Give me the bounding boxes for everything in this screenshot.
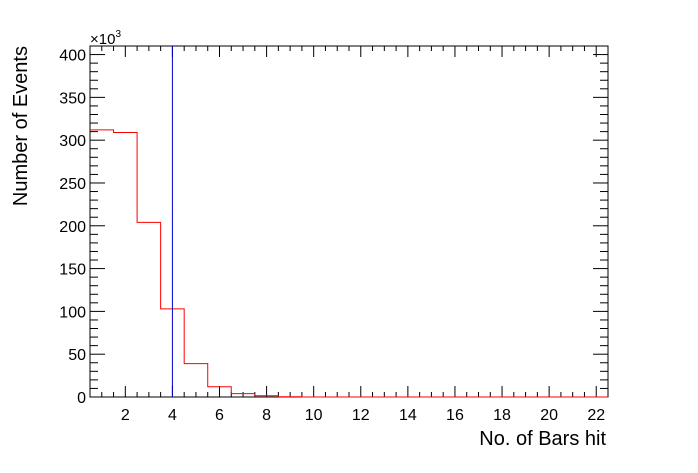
x-tick-label: 12 (352, 407, 370, 424)
y-tick-label: 100 (59, 304, 86, 321)
y-multiplier-label: ×103 (90, 29, 121, 48)
x-axis-ticks (101, 46, 609, 397)
x-tick-label: 20 (540, 407, 558, 424)
x-tick-label: 14 (399, 407, 417, 424)
x-tick-label: 6 (215, 407, 224, 424)
x-tick-label: 16 (446, 407, 464, 424)
x-tick-label: 22 (587, 407, 605, 424)
y-tick-label: 300 (59, 133, 86, 150)
x-axis-title: No. of Bars hit (479, 428, 606, 450)
y-tick-label: 250 (59, 176, 86, 193)
y-tick-label: 0 (77, 390, 86, 407)
x-tick-labels: 2 4 6 8 10 12 14 16 18 20 22 (121, 407, 605, 424)
y-tick-label: 400 (59, 48, 86, 65)
y-tick-label: 50 (68, 347, 86, 364)
plot-frame (89, 45, 609, 398)
x-tick-label: 18 (493, 407, 511, 424)
x-tick-label: 8 (262, 407, 271, 424)
y-tick-labels: 0 50 100 150 200 250 300 350 400 (59, 48, 86, 407)
y-axis-ticks (90, 45, 608, 398)
y-tick-label: 350 (59, 90, 86, 107)
x-tick-label: 4 (168, 407, 177, 424)
y-axis-title: Number of Events (10, 46, 32, 206)
y-tick-label: 200 (59, 219, 86, 236)
x-tick-label: 10 (305, 407, 323, 424)
histogram-series (90, 129, 608, 398)
x-tick-label: 2 (121, 407, 130, 424)
y-multiplier-exponent: 3 (115, 29, 121, 40)
y-tick-label: 150 (59, 262, 86, 279)
